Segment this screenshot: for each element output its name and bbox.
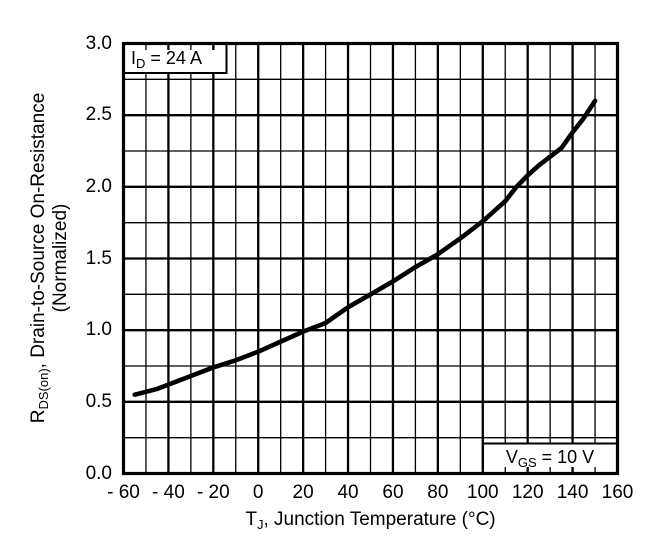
x-tick-label: 80 [427, 482, 449, 503]
x-axis-title: TJ, Junction Temperature (°C) [140, 509, 601, 531]
x-tick-label: 100 [466, 482, 499, 503]
y-axis-title: RDS(on), Drain-to-Source On-Resistance (… [28, 37, 72, 479]
y-tick-label: 3.0 [85, 32, 112, 54]
x-tick-label: 0 [252, 482, 264, 503]
annotation-id-subscript: D [136, 56, 146, 71]
y-tick-label: 0.0 [85, 462, 112, 484]
y-tick-label: 2.5 [85, 104, 112, 126]
x-tick-label: 160 [601, 482, 634, 503]
x-tick-label: 40 [337, 482, 359, 503]
x-title-subscript: J [256, 517, 264, 532]
annotation-gate-voltage-condition: VGS = 10 V [483, 446, 617, 470]
y-axis-title-line2: (Normalized) [50, 203, 71, 313]
annotation-drain-current-condition: ID = 24 A [131, 47, 202, 71]
y-title-subscript: DS(on) [36, 368, 51, 410]
y-title-text: , Drain-to-Source On-Resistance [28, 92, 49, 369]
x-tick-label: 60 [382, 482, 404, 503]
annotation-vgs-subscript: GS [517, 455, 537, 470]
x-tick-label: 140 [556, 482, 589, 503]
x-tick-label: - 40 [152, 482, 185, 503]
y-tick-label: 1.5 [85, 247, 112, 269]
annotation-vgs-symbol: V [505, 447, 518, 467]
y-axis-title-line1: RDS(on), Drain-to-Source On-Resistance [28, 37, 51, 479]
annotation-id-value: = 24 A [145, 48, 202, 68]
y-tick-label: 0.5 [85, 390, 112, 412]
y-tick-label: 1.0 [85, 319, 112, 341]
x-title-symbol: T [245, 509, 257, 530]
annotation-id-symbol: I [131, 48, 137, 68]
x-tick-label: - 20 [196, 482, 230, 503]
annotation-vgs-value: = 10 V [536, 447, 595, 467]
x-tick-label: 120 [511, 482, 544, 503]
x-tick-label: 20 [292, 482, 314, 503]
x-title-text: , Junction Temperature (°C) [263, 509, 496, 530]
y-title-symbol: R [28, 409, 49, 424]
x-tick-label: - 60 [107, 482, 140, 503]
y-tick-label: 2.0 [85, 175, 112, 197]
